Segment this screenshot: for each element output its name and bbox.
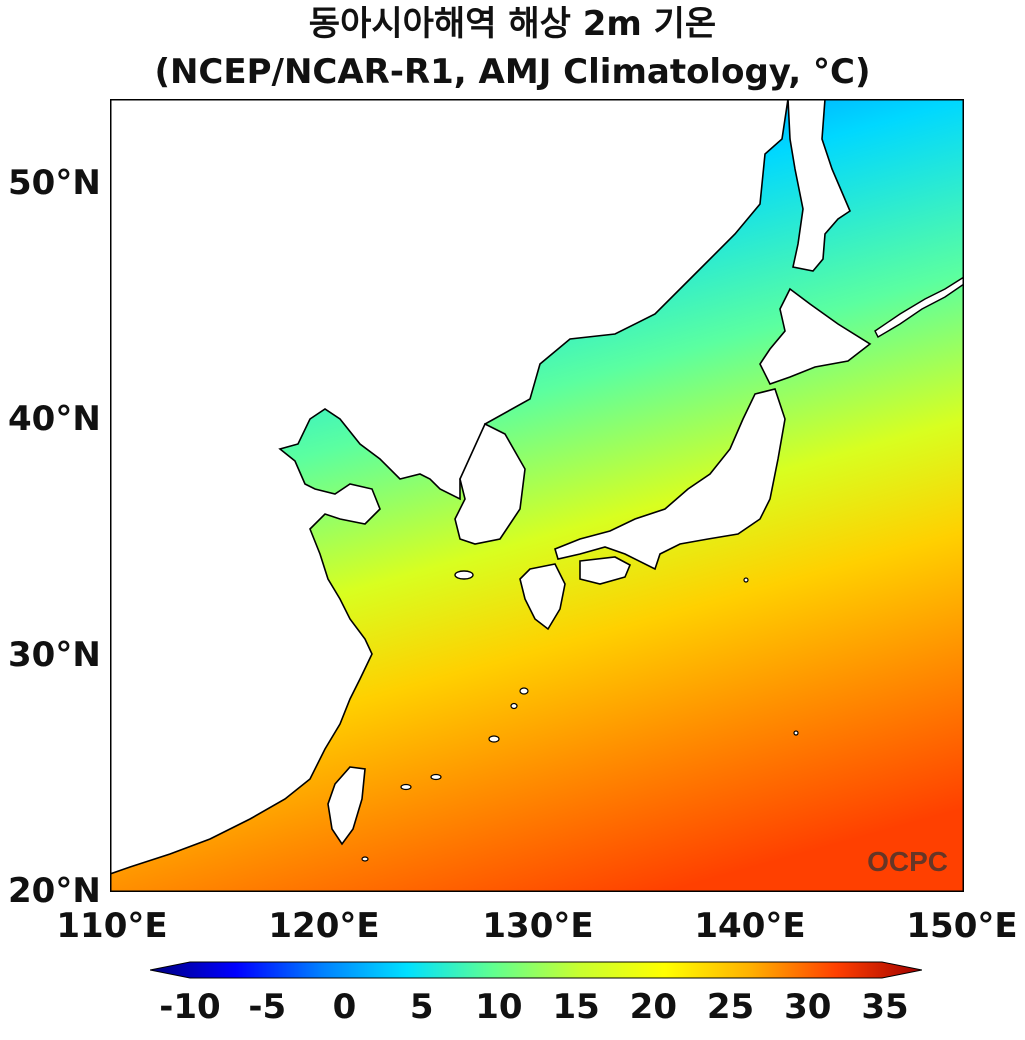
mainland-landmass <box>110 99 789 875</box>
colorbar-label: 15 <box>552 987 600 1027</box>
colorbar <box>150 961 922 979</box>
colorbar-label: -10 <box>159 987 221 1027</box>
lon-tick-110: 110°E <box>56 906 168 946</box>
map-subtitle: (NCEP/NCAR-R1, AMJ Climatology, °C) <box>154 52 871 92</box>
korea-peninsula <box>454 422 526 545</box>
colorbar-label: 10 <box>475 987 523 1027</box>
colorbar-label: 25 <box>706 987 755 1027</box>
map-title: 동아시아해역 해상 2m 기온 <box>308 4 717 44</box>
lon-tick-130: 130°E <box>482 906 594 946</box>
lat-tick-20: 20°N <box>8 871 101 911</box>
lat-tick-50: 50°N <box>8 163 101 203</box>
temperature-map: OCPC <box>110 99 964 892</box>
kyushu-island <box>519 563 566 631</box>
colorbar-label: -5 <box>248 987 287 1027</box>
lon-tick-120: 120°E <box>268 906 380 946</box>
colorbar-fill <box>150 961 922 979</box>
ocpc-watermark: OCPC <box>867 846 948 877</box>
taiwan-island <box>327 766 366 846</box>
map-border <box>110 99 964 892</box>
colorbar-label: 30 <box>784 987 832 1027</box>
honshu-island <box>554 388 786 571</box>
colorbar-label: 20 <box>629 987 677 1027</box>
lon-tick-140: 140°E <box>694 906 806 946</box>
ryukyu-islets <box>361 577 799 862</box>
colorbar-label: 35 <box>861 987 909 1027</box>
colorbar-label: 0 <box>332 987 357 1027</box>
lat-tick-40: 40°N <box>8 399 101 439</box>
jeju-island <box>454 570 474 580</box>
shikoku-island <box>579 556 632 585</box>
sakhalin-island <box>787 99 851 272</box>
hokkaido-island <box>759 287 872 385</box>
colorbar-label: 5 <box>409 987 434 1027</box>
lat-tick-30: 30°N <box>8 635 101 675</box>
lon-tick-150: 150°E <box>906 906 1018 946</box>
kuril-islands <box>874 276 964 338</box>
